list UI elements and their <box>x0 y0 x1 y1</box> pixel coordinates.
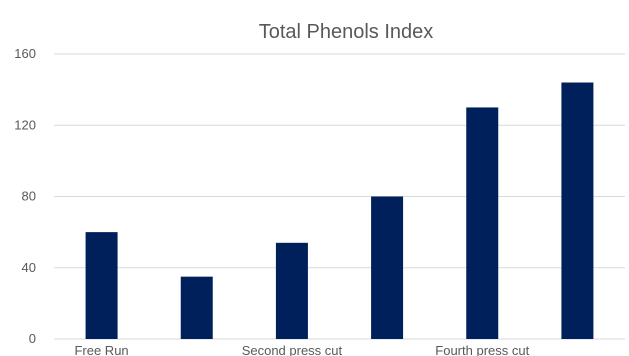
y-axis-ticks: 0 40 80 120 160 <box>14 46 36 346</box>
x-category-label: Second press cut <box>242 343 343 356</box>
y-tick-label: 0 <box>29 331 36 346</box>
x-axis-labels: Free Run Second press cut Fourth press cut <box>74 343 529 356</box>
bar-1 <box>180 276 213 339</box>
y-tick-label: 160 <box>14 46 36 61</box>
y-tick-label: 40 <box>22 260 36 275</box>
y-tick-label: 80 <box>22 189 36 204</box>
x-category-label: Free Run <box>74 343 128 356</box>
chart-title: Total Phenols Index <box>259 21 434 43</box>
y-tick-label: 120 <box>14 117 36 132</box>
bar-5 <box>561 82 594 339</box>
bar-0 <box>85 232 118 339</box>
bar-2 <box>275 242 308 339</box>
x-category-label: Fourth press cut <box>435 343 529 356</box>
bars <box>85 82 594 339</box>
gridlines <box>54 53 625 340</box>
bar-4 <box>466 107 499 339</box>
bar-3 <box>371 196 404 339</box>
